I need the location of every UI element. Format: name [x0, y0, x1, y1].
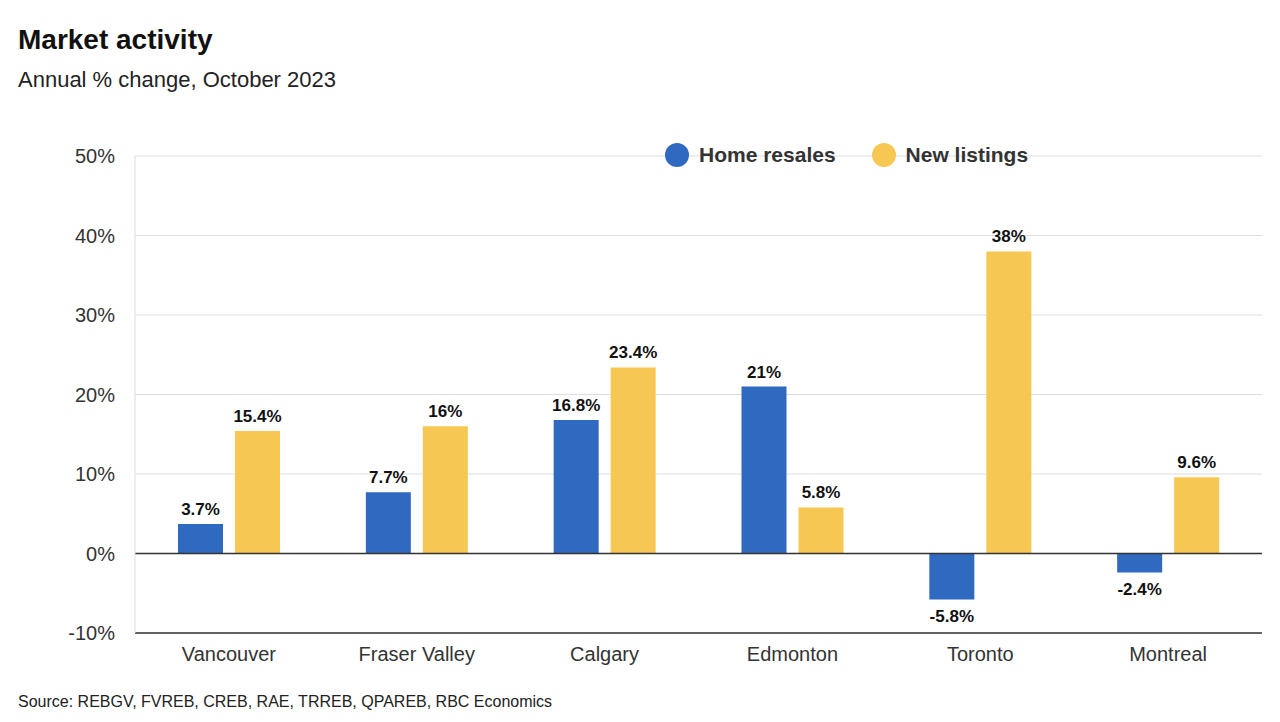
- svg-text:Montreal: Montreal: [1129, 643, 1207, 665]
- svg-text:23.4%: 23.4%: [609, 343, 657, 362]
- svg-text:-10%: -10%: [68, 622, 115, 644]
- svg-text:Edmonton: Edmonton: [747, 643, 838, 665]
- svg-text:20%: 20%: [75, 384, 115, 406]
- svg-text:-2.4%: -2.4%: [1117, 580, 1161, 599]
- svg-text:0%: 0%: [86, 543, 115, 565]
- html-text:Source: REBGV, FVREB, CREB, RA: Source: REBGV, FVREB, CREB, RAE, TRREB, …: [18, 693, 553, 710]
- html-text:Annual % change, October 2023: Annual % change, October 2023: [18, 67, 336, 92]
- html-text:Home resales: Home resales: [699, 143, 836, 166]
- svg-text:21%: 21%: [747, 363, 781, 382]
- svg-text:Vancouver: Vancouver: [182, 643, 276, 665]
- svg-text:-5.8%: -5.8%: [930, 607, 974, 626]
- svg-text:10%: 10%: [75, 463, 115, 485]
- svg-text:38%: 38%: [992, 227, 1026, 246]
- svg-text:9.6%: 9.6%: [1177, 453, 1216, 472]
- html-text:Market activity: Market activity: [18, 24, 213, 55]
- svg-text:3.7%: 3.7%: [181, 500, 220, 519]
- html-text:New listings: New listings: [905, 143, 1029, 166]
- svg-text:16%: 16%: [428, 402, 462, 421]
- svg-text:Calgary: Calgary: [570, 643, 639, 665]
- svg-text:15.4%: 15.4%: [233, 407, 281, 426]
- svg-text:30%: 30%: [75, 304, 115, 326]
- svg-text:50%: 50%: [75, 145, 115, 167]
- svg-text:16.8%: 16.8%: [552, 396, 600, 415]
- svg-text:40%: 40%: [75, 225, 115, 247]
- svg-text:7.7%: 7.7%: [369, 468, 408, 487]
- svg-text:Toronto: Toronto: [947, 643, 1014, 665]
- svg-text:5.8%: 5.8%: [802, 483, 841, 502]
- svg-text:Fraser Valley: Fraser Valley: [359, 643, 475, 665]
